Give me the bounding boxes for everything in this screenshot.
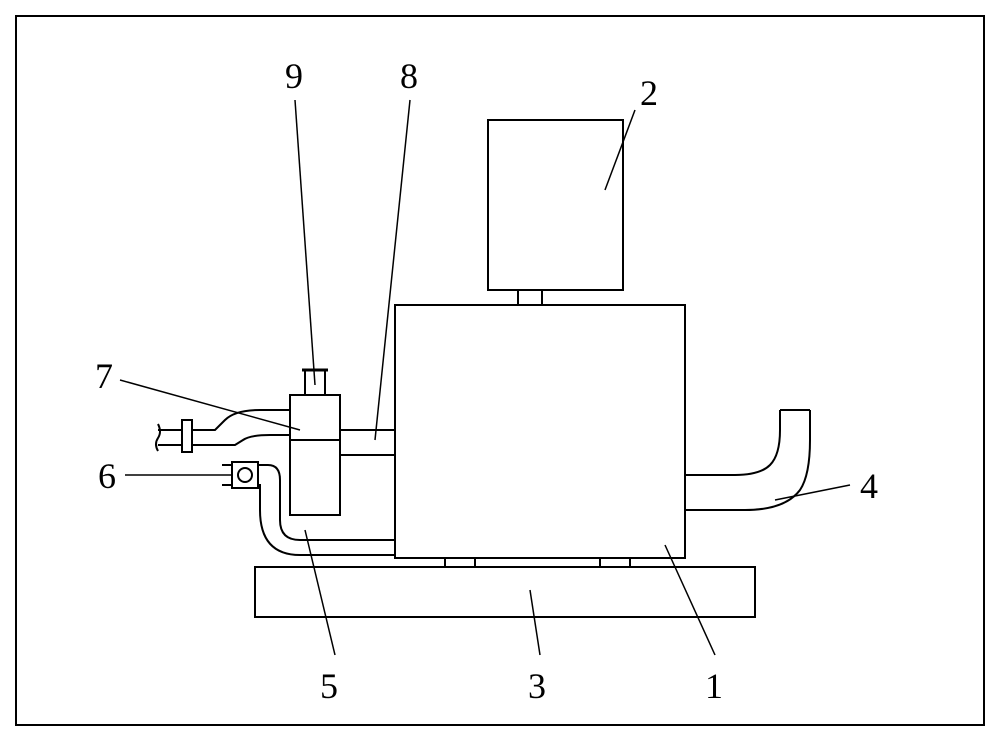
label-5: 5 <box>320 665 338 707</box>
left-upper-pipe-bottom <box>192 435 290 445</box>
label-8: 8 <box>400 55 418 97</box>
main-body <box>395 305 685 558</box>
neck <box>518 290 542 305</box>
label-2: 2 <box>640 72 658 114</box>
right-pipe-bottom <box>685 410 810 510</box>
top-box <box>488 120 623 290</box>
label-6: 6 <box>98 455 116 497</box>
leader-1 <box>665 545 715 655</box>
label-1: 1 <box>705 665 723 707</box>
leader-3 <box>530 590 540 655</box>
left-connector <box>340 430 395 455</box>
label-3: 3 <box>528 665 546 707</box>
right-pipe-top <box>685 410 780 475</box>
base-plate <box>255 567 755 617</box>
leader-9 <box>295 100 315 385</box>
side-box-outer <box>290 395 340 515</box>
break-symbol <box>156 424 182 451</box>
foot-left <box>445 558 475 567</box>
flange <box>182 420 192 452</box>
label-7: 7 <box>95 355 113 397</box>
leader-4 <box>775 485 850 500</box>
diagram-container: 1 2 3 4 5 6 7 8 9 <box>0 0 1000 741</box>
valve-box <box>232 462 258 488</box>
leader-2 <box>605 110 635 190</box>
leader-7 <box>120 380 300 430</box>
foot-right <box>600 558 630 567</box>
leader-5 <box>305 530 335 655</box>
label-9: 9 <box>285 55 303 97</box>
schematic-svg <box>0 0 1000 741</box>
label-4: 4 <box>860 465 878 507</box>
